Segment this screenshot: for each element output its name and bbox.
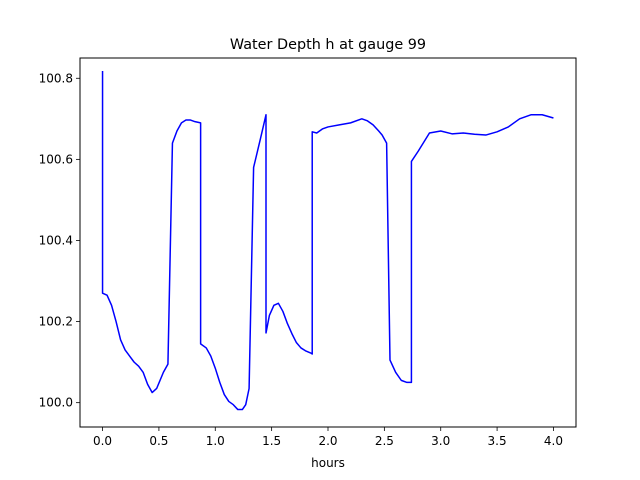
x-axis-label: hours [311, 456, 345, 470]
axes-frame [79, 57, 577, 428]
x-tick-label: 1.5 [262, 434, 281, 448]
x-tick-label: 0.5 [149, 434, 168, 448]
x-tick-label: 3.0 [431, 434, 450, 448]
x-tick-label: 0.0 [93, 434, 112, 448]
y-tick-label: 100.8 [39, 71, 73, 85]
x-tick-label: 2.5 [375, 434, 394, 448]
chart-title: Water Depth h at gauge 99 [230, 37, 426, 53]
y-tick-label: 100.4 [39, 233, 73, 247]
x-tick-label: 4.0 [544, 434, 563, 448]
y-tick-label: 100.6 [39, 152, 73, 166]
y-tick-label: 100.0 [39, 396, 73, 410]
x-tick-label: 2.0 [318, 434, 337, 448]
plot-area [101, 70, 554, 411]
water-depth-series-line [101, 70, 554, 411]
y-tick-label: 100.2 [39, 315, 73, 329]
y-axis-ticks: 100.0 100.2 100.4 100.6 100.8 [39, 71, 80, 410]
x-tick-label: 1.0 [206, 434, 225, 448]
x-tick-label: 3.5 [488, 434, 507, 448]
x-axis-ticks: 0.0 0.5 1.0 1.5 2.0 2.5 3.0 3.5 4.0 [93, 427, 563, 448]
